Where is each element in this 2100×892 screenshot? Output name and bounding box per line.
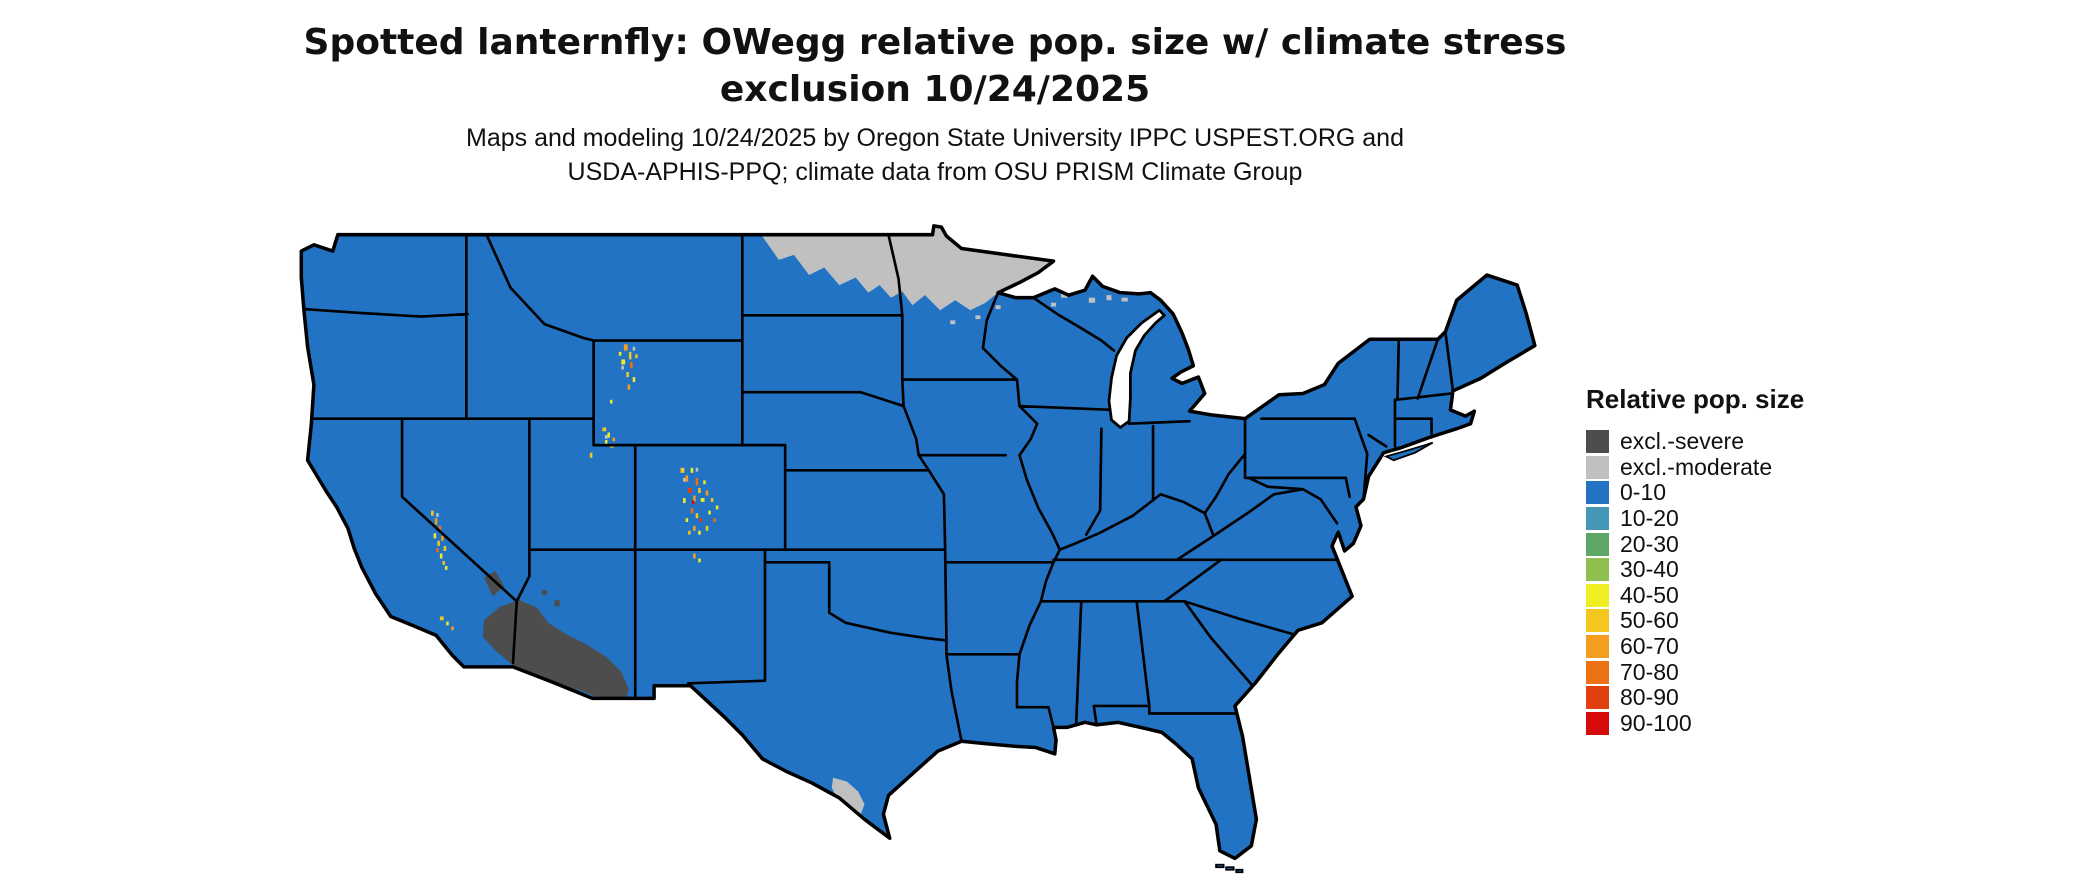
texas-exclusion-moderate-patch [831,777,865,815]
legend: Relative pop. size excl.-severe excl.-mod… [1586,384,1916,736]
legend-swatch [1586,583,1609,607]
exclusion-severe-region [482,600,629,698]
us-outline [299,224,1537,861]
legend-swatch [1586,507,1609,531]
florida-keys [1215,863,1244,874]
long-island [1383,441,1434,462]
legend-title: Relative pop. size [1586,384,1805,414]
legend-item-80-90: 80-90 [1586,684,1916,711]
legend-item-excl-severe: excl.-severe [1586,428,1916,455]
population-hotspot-speckles [431,344,719,631]
legend-swatch [1586,660,1609,684]
legend-item-20-30: 20-30 [1586,531,1916,557]
exclusion-moderate-region [761,225,1054,311]
legend-label: 30-40 [1620,556,1679,583]
exclusion-severe-speckles [541,590,560,607]
legend-swatch [1586,532,1609,556]
legend-label: 10-20 [1620,505,1679,532]
legend-swatch [1586,455,1609,479]
legend-swatch [1586,430,1609,454]
us-map-svg [299,224,1537,874]
legend-swatch [1586,711,1609,735]
legend-item-0-10: 0-10 [1586,479,1916,506]
legend-swatch [1586,481,1609,505]
subtitle-line-1: Maps and modeling 10/24/2025 by Oregon S… [466,124,1404,152]
legend-label: 40-50 [1620,581,1679,608]
title-line-2: exclusion 10/24/2025 [719,68,1151,110]
subtitle-line-2: USDA-APHIS-PPQ; climate data from OSU PR… [567,157,1303,186]
title-line-1: Spotted lanternfly: OWegg relative pop. … [303,22,1567,63]
page-title: Spotted lanternfly: OWegg relative pop. … [0,20,1870,114]
legend-item-10-20: 10-20 [1586,505,1916,532]
legend-item-30-40: 30-40 [1586,556,1916,583]
legend-label: excl.-moderate [1620,453,1773,480]
legend-label: 0-10 [1620,479,1667,506]
legend-item-40-50: 40-50 [1586,581,1916,609]
legend-label: 80-90 [1620,684,1679,711]
legend-item-50-60: 50-60 [1586,607,1916,634]
legend-label: excl.-severe [1620,428,1744,455]
legend-swatch [1586,686,1609,710]
legend-label: 50-60 [1620,607,1679,634]
legend-swatch [1586,609,1609,633]
legend-item-excl-moderate: excl.-moderate [1586,453,1916,481]
state-borders [302,233,1455,743]
us-landmass [301,225,1535,859]
legend-label: 20-30 [1620,530,1679,557]
legend-rows: excl.-severe excl.-moderate 0-10 10-20 20-30… [1586,428,1916,737]
legend-label: 70-80 [1620,658,1679,685]
legend-item-70-80: 70-80 [1586,659,1916,685]
legend-label: 90-100 [1620,709,1692,736]
attribution-subtitle: Maps and modeling 10/24/2025 by Oregon S… [0,122,1870,190]
legend-swatch [1586,635,1609,659]
us-map [295,222,1555,890]
legend-item-90-100: 90-100 [1586,709,1916,737]
lake-michigan [1107,308,1166,429]
legend-label: 60-70 [1620,633,1679,660]
legend-swatch [1586,558,1609,582]
legend-item-60-70: 60-70 [1586,633,1916,660]
